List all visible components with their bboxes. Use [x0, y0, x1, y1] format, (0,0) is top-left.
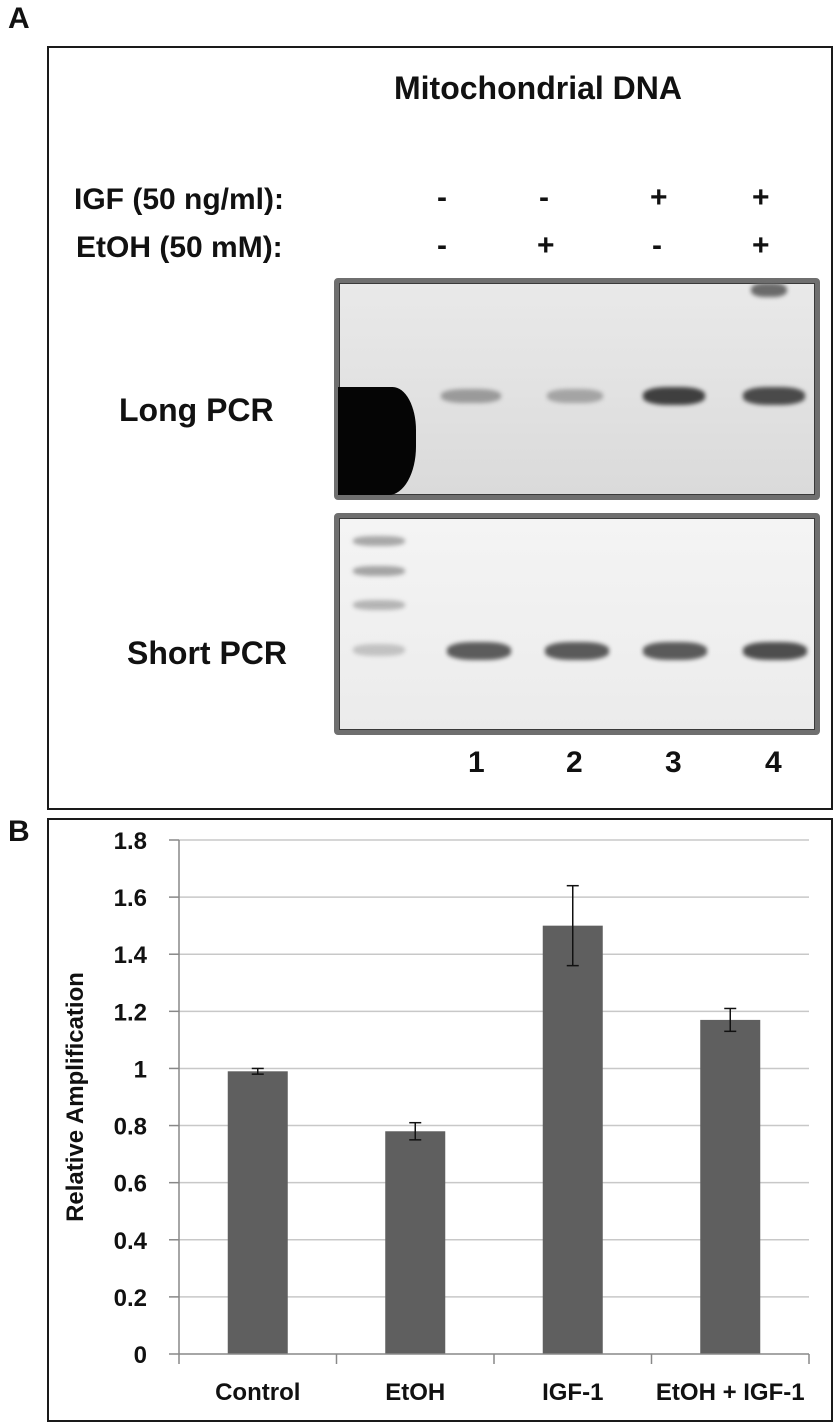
short-pcr-band-lane-2 [545, 642, 609, 660]
igf-sign-lane-4: + [752, 181, 770, 214]
y-tick-label: 0 [134, 1342, 147, 1369]
ladder-band-short-4 [353, 644, 405, 656]
ladder-lane-long [338, 387, 416, 495]
y-axis-title: Relative Amplification [62, 972, 89, 1222]
x-category-label: EtOH [385, 1379, 445, 1406]
y-tick-label: 0.6 [114, 1171, 147, 1198]
y-tick-label: 0.8 [114, 1114, 147, 1141]
short-pcr-gel-image [334, 513, 820, 735]
etoh-sign-lane-1: - [437, 229, 447, 262]
x-category-label: EtOH + IGF-1 [656, 1379, 805, 1406]
panel-b-frame: 0 0.2 0.4 0.6 0.8 1 1.2 1.4 1.6 1.8 Control EtOH IGF… [47, 818, 833, 1422]
long-pcr-well-mark [751, 283, 787, 297]
lane-number-3: 3 [665, 746, 682, 779]
long-pcr-band-lane-3 [643, 387, 705, 405]
y-tick-label: 1.2 [114, 999, 147, 1026]
bar-4 [700, 1019, 761, 1354]
ladder-band-short-3 [353, 600, 405, 610]
lane-number-4: 4 [765, 746, 782, 779]
short-pcr-band-lane-1 [447, 642, 511, 660]
y-tick-label: 0.2 [114, 1285, 147, 1312]
long-pcr-label: Long PCR [119, 392, 274, 428]
ladder-band-short-1 [353, 536, 405, 546]
y-tick-label: 1 [134, 1056, 147, 1083]
long-pcr-gel-image [334, 278, 820, 500]
panel-a-frame: Mitochondrial DNA IGF (50 ng/ml): EtOH (… [47, 46, 833, 810]
short-pcr-band-lane-4 [743, 642, 807, 660]
igf-sign-lane-2: - [539, 181, 549, 214]
etoh-sign-lane-2: + [537, 229, 555, 262]
panel-b-letter: B [8, 815, 30, 848]
bar-2 [385, 1131, 446, 1354]
long-pcr-band-lane-2 [547, 389, 603, 403]
short-pcr-band-lane-3 [643, 642, 707, 660]
y-tick-label: 0.4 [114, 1228, 148, 1255]
etoh-sign-lane-3: - [652, 229, 662, 262]
ladder-band-short-2 [353, 566, 405, 576]
igf-condition-label: IGF (50 ng/ml): [74, 183, 284, 216]
etoh-sign-lane-4: + [752, 229, 770, 262]
bar-chart: 0 0.2 0.4 0.6 0.8 1 1.2 1.4 1.6 1.8 Control EtOH IGF… [62, 828, 810, 1406]
short-pcr-label: Short PCR [127, 635, 287, 671]
igf-sign-lane-1: - [437, 181, 447, 214]
long-pcr-band-lane-4 [743, 387, 805, 405]
x-category-label: IGF-1 [542, 1379, 603, 1406]
bar-1 [227, 1071, 288, 1354]
etoh-condition-label: EtOH (50 mM): [76, 231, 283, 264]
lane-number-1: 1 [468, 746, 485, 779]
long-pcr-band-lane-1 [441, 389, 501, 403]
gel-title: Mitochondrial DNA [394, 70, 682, 106]
y-tick-label: 1.6 [114, 885, 147, 912]
bar-3 [542, 925, 603, 1354]
lane-number-2: 2 [566, 746, 583, 779]
y-tick-label: 1.8 [114, 828, 147, 855]
y-tick-label: 1.4 [114, 942, 148, 969]
panel-a-letter: A [8, 2, 30, 35]
x-category-label: Control [215, 1379, 300, 1406]
igf-sign-lane-3: + [650, 181, 668, 214]
